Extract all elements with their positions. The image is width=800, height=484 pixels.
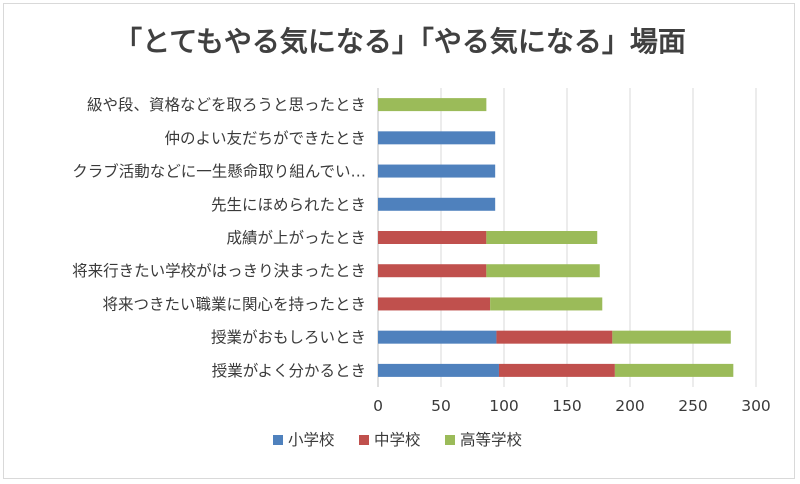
bar-segment [486, 264, 600, 278]
category-label: 先生にほめられたとき [211, 196, 366, 214]
stacked-bar-chart: 「とてもやる気になる」「やる気になる」場面 級や段、資格などを取ろうと思ったとき… [72, 25, 771, 449]
bar-segment [378, 197, 496, 211]
category-label: 将来行きたい学校がはっきり決まったとき [72, 262, 366, 280]
category-label: 将来つきたい職業に関心を持ったとき [102, 295, 366, 313]
legend-label: 中学校 [374, 431, 421, 449]
bar-segment [378, 231, 487, 244]
category-labels: 級や段、資格などを取ろうと思ったとき仲のよい友だちができたときクラブ活動などに一… [72, 96, 366, 380]
x-tick-label: 50 [431, 397, 451, 415]
category-label: 級や段、資格などを取ろうと思ったとき [87, 96, 366, 114]
category-label: 仲のよい友だちができたとき [164, 129, 366, 147]
category-label: 成績が上がったとき [226, 229, 366, 247]
bars [378, 98, 734, 377]
legend-swatch [445, 435, 455, 445]
legend: 小学校 中学校 高等学校 [273, 431, 522, 449]
bar-segment [378, 330, 497, 344]
x-tick-label: 0 [373, 397, 383, 415]
chart-title: 「とてもやる気になる」「やる気になる」場面 [114, 25, 686, 58]
x-tick-label: 150 [552, 397, 582, 415]
x-tick-label: 250 [678, 397, 708, 415]
legend-label: 小学校 [288, 431, 335, 449]
bar-segment [378, 164, 496, 178]
legend-swatch [359, 435, 369, 445]
x-tick-label: 300 [741, 397, 771, 415]
x-tick-label: 200 [615, 397, 645, 415]
bar-segment [378, 297, 491, 311]
category-label: クラブ活動などに一生懸命取り組んでい… [72, 162, 366, 181]
bar-segment [498, 363, 615, 377]
bar-segment [614, 363, 734, 377]
chart-frame: 「とてもやる気になる」「やる気になる」場面 級や段、資格などを取ろうと思ったとき… [3, 3, 795, 479]
bar-segment [496, 330, 613, 344]
bar-segment [378, 98, 487, 112]
category-label: 授業がよく分かるとき [212, 362, 366, 380]
legend-label: 高等学校 [460, 431, 522, 449]
bar-segment [486, 231, 598, 244]
bar-segment [378, 131, 496, 145]
legend-swatch [273, 435, 283, 445]
bar-segment [378, 264, 487, 278]
bar-segment [378, 363, 499, 377]
x-tick-labels: 0 50 100 150 200 250 300 [373, 397, 771, 415]
bar-segment [612, 330, 731, 344]
category-label: 授業がおもしろいとき [211, 329, 366, 347]
bar-segment [490, 297, 603, 311]
x-tick-label: 100 [489, 397, 519, 415]
